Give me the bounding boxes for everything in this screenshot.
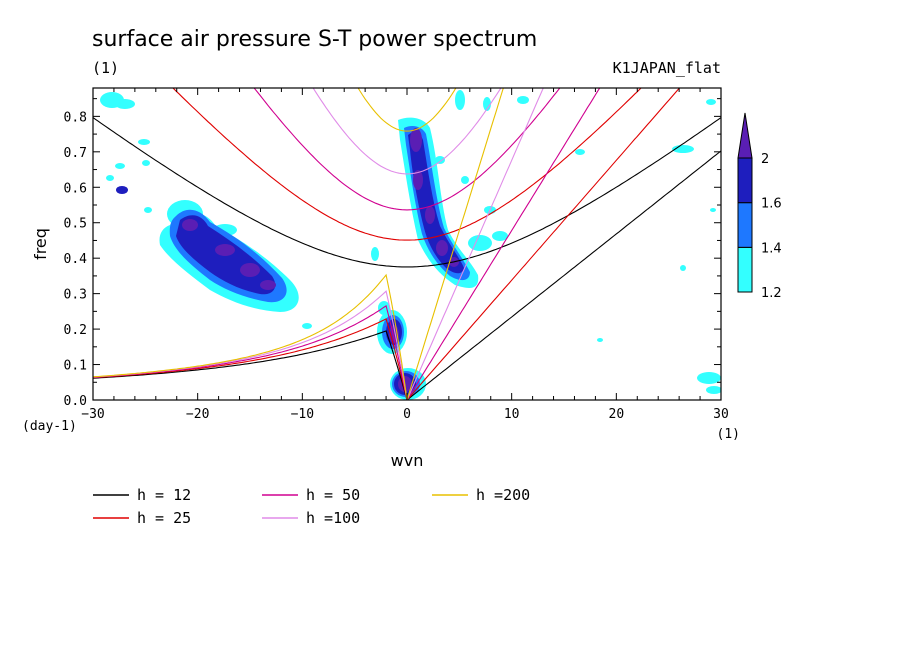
gravity-wave-curve xyxy=(93,117,721,268)
colorbar-segment xyxy=(737,246,753,293)
colorbar-label: 1.2 xyxy=(761,286,782,301)
colorbar-segment xyxy=(737,202,753,248)
colorbar-label: 1.6 xyxy=(761,197,782,212)
x-tick-label: 30 xyxy=(713,407,729,422)
chart-subtitle-right: K1JAPAN_flat xyxy=(613,59,721,77)
x-tick-label: 20 xyxy=(609,407,625,422)
y-tick-label: 0.2 xyxy=(64,323,87,338)
kelvin-wave-curve xyxy=(406,150,721,400)
x-tick-label: −20 xyxy=(186,407,209,422)
y-axis-title: freq xyxy=(31,228,50,260)
dispersion-curves xyxy=(93,88,721,400)
y-tick-label: 0.3 xyxy=(64,288,87,303)
y-tick-label: 0.4 xyxy=(64,252,88,267)
kelvin-wave-curve xyxy=(406,88,601,400)
y-unit-label: (day-1) xyxy=(22,419,77,434)
x-axis-title: wvn xyxy=(391,451,424,470)
legend-label: h =100 xyxy=(306,509,360,527)
mrg-wave-curve xyxy=(93,305,408,400)
gravity-wave-curve xyxy=(253,88,561,211)
x-tick-label: −30 xyxy=(81,407,104,422)
legend-label: h = 25 xyxy=(137,509,191,527)
y-tick-label: 0.8 xyxy=(64,110,87,125)
kelvin-wave-curve xyxy=(406,88,504,400)
gravity-wave-curve xyxy=(312,88,502,175)
x-tick-label: 0 xyxy=(403,407,411,422)
mrg-wave-curve xyxy=(93,273,408,400)
y-tick-label: 0.5 xyxy=(64,217,87,232)
chart-subtitle-left: (1) xyxy=(92,59,119,77)
legend-label: h =200 xyxy=(476,486,530,504)
colorbar: 1.2 1.4 1.6 2 xyxy=(737,112,782,301)
colorbar-label: 2 xyxy=(761,152,769,167)
y-axis: 0.0 0.1 0.2 0.3 0.4 0.5 0.6 0.7 0.8 xyxy=(64,98,721,409)
legend-label: h = 50 xyxy=(306,486,360,504)
mrg-wave-curve xyxy=(93,318,408,400)
legend-label: h = 12 xyxy=(137,486,191,504)
y-tick-label: 0.0 xyxy=(64,394,87,409)
colorbar-arrow xyxy=(737,112,753,159)
y-tick-label: 0.1 xyxy=(64,359,87,374)
legend: h = 12 h = 25 h = 50 h =100 h =200 xyxy=(93,486,530,527)
gravity-wave-curve xyxy=(357,88,457,132)
y-tick-label: 0.7 xyxy=(64,146,87,161)
x-axis: −30 −20 −10 0 10 20 30 xyxy=(81,88,729,422)
contour-layer xyxy=(100,90,721,400)
x-tick-label: 10 xyxy=(504,407,520,422)
chart-title: surface air pressure S-T power spectrum xyxy=(92,27,537,52)
x-unit-label: (1) xyxy=(717,427,740,442)
x-tick-label: −10 xyxy=(291,407,314,422)
contour-blob xyxy=(100,90,721,394)
y-tick-label: 0.6 xyxy=(64,181,87,196)
colorbar-segment xyxy=(737,157,753,204)
colorbar-label: 1.4 xyxy=(761,241,782,256)
gravity-wave-curve xyxy=(172,88,642,241)
kelvin-wave-curve xyxy=(406,88,681,400)
kelvin-wave-curve xyxy=(406,88,544,400)
mrg-wave-curve xyxy=(93,290,408,400)
mrg-wave-curve xyxy=(93,330,408,400)
